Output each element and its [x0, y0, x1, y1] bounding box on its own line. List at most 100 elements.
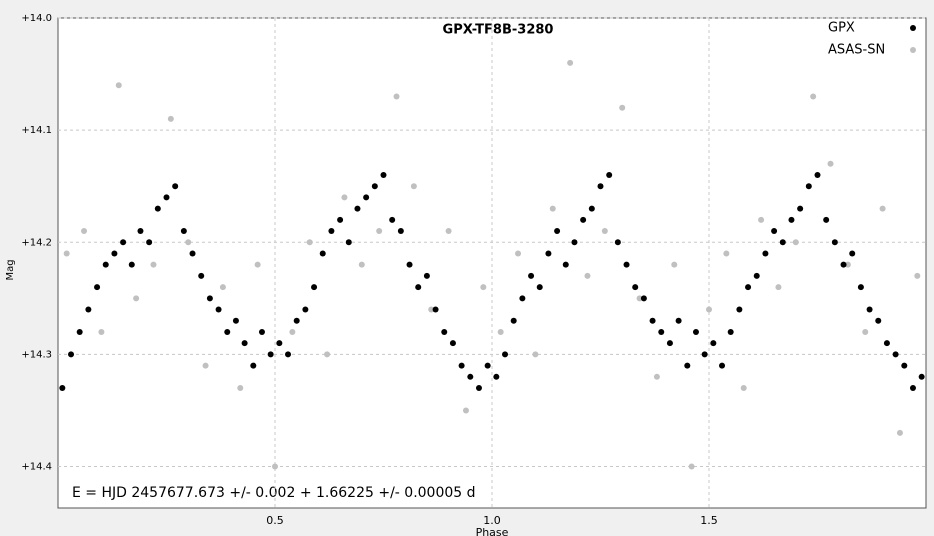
- data-point: [814, 171, 821, 178]
- data-point: [484, 362, 491, 369]
- data-point: [111, 250, 118, 257]
- data-point: [883, 340, 890, 347]
- data-point: [311, 284, 318, 291]
- data-point: [441, 328, 448, 335]
- y-tick-label: +14.1: [21, 125, 52, 136]
- data-point: [788, 216, 795, 223]
- data-point: [758, 216, 765, 223]
- data-point: [449, 340, 456, 347]
- data-point: [76, 328, 83, 335]
- data-point: [762, 250, 769, 257]
- data-point: [185, 239, 192, 246]
- data-point: [493, 373, 500, 380]
- data-point: [653, 373, 660, 380]
- x-axis-label: Phase: [476, 526, 509, 536]
- data-point: [706, 306, 712, 313]
- data-point: [753, 272, 760, 279]
- data-point: [549, 205, 556, 212]
- data-point: [172, 183, 179, 190]
- x-tick-label: 1.5: [700, 514, 718, 527]
- data-point: [180, 228, 187, 235]
- data-point: [510, 317, 517, 324]
- data-point: [918, 373, 925, 380]
- y-tick-label: +14.4: [21, 462, 52, 473]
- data-point: [688, 463, 695, 470]
- data-point: [606, 171, 613, 178]
- data-point: [792, 239, 799, 246]
- data-point: [805, 183, 812, 190]
- data-point: [432, 306, 439, 313]
- data-point: [154, 205, 161, 212]
- data-point: [849, 250, 856, 257]
- x-tick-label: 1.0: [483, 514, 501, 527]
- data-point: [736, 306, 743, 313]
- data-point: [588, 205, 595, 212]
- data-point: [675, 317, 682, 324]
- data-point: [241, 340, 248, 347]
- data-point: [428, 306, 435, 313]
- data-point: [771, 228, 778, 235]
- data-point: [580, 216, 587, 223]
- data-point: [840, 261, 847, 268]
- data-point: [658, 328, 665, 335]
- data-point: [827, 160, 834, 167]
- data-point: [779, 239, 786, 246]
- data-point: [909, 385, 916, 392]
- data-point: [250, 362, 257, 369]
- data-point: [267, 351, 274, 358]
- data-point: [619, 104, 626, 111]
- data-point: [831, 239, 838, 246]
- data-point: [823, 216, 830, 223]
- data-point: [723, 250, 730, 257]
- data-point: [215, 306, 222, 313]
- data-point: [684, 362, 691, 369]
- data-point: [68, 351, 75, 358]
- data-point: [810, 93, 817, 100]
- data-point: [649, 317, 656, 324]
- data-point: [345, 239, 352, 246]
- data-point: [857, 284, 864, 291]
- y-tick-label: +14.2: [21, 237, 52, 248]
- data-point: [380, 171, 387, 178]
- data-point: [914, 272, 921, 279]
- data-point: [397, 228, 404, 235]
- data-point: [289, 328, 296, 335]
- data-point: [237, 385, 244, 392]
- data-point: [745, 284, 752, 291]
- data-point: [232, 317, 239, 324]
- data-point: [614, 239, 621, 246]
- legend-marker: [910, 47, 916, 53]
- data-point: [710, 340, 717, 347]
- data-point: [601, 228, 608, 235]
- data-point: [102, 261, 109, 268]
- data-point: [892, 351, 899, 358]
- data-point: [137, 228, 144, 235]
- x-tick-label: 0.5: [266, 514, 284, 527]
- data-point: [389, 216, 396, 223]
- data-point: [376, 228, 383, 235]
- data-point: [532, 351, 539, 358]
- data-point: [740, 385, 747, 392]
- data-point: [219, 284, 226, 291]
- data-point: [128, 261, 135, 268]
- data-point: [415, 284, 422, 291]
- y-tick-label: +14.0: [21, 13, 52, 24]
- data-point: [567, 59, 574, 66]
- data-point: [562, 261, 569, 268]
- data-point: [206, 295, 213, 302]
- data-point: [341, 194, 348, 201]
- data-point: [393, 93, 400, 100]
- data-point: [497, 328, 504, 335]
- data-point: [571, 239, 578, 246]
- data-point: [328, 228, 335, 235]
- data-point: [727, 328, 734, 335]
- data-point: [475, 385, 482, 392]
- data-point: [120, 239, 127, 246]
- data-point: [467, 373, 474, 380]
- legend-label: GPX: [828, 21, 855, 36]
- data-point: [254, 261, 261, 268]
- data-point: [150, 261, 157, 268]
- data-point: [354, 205, 361, 212]
- data-point: [423, 272, 430, 279]
- data-point: [319, 250, 326, 257]
